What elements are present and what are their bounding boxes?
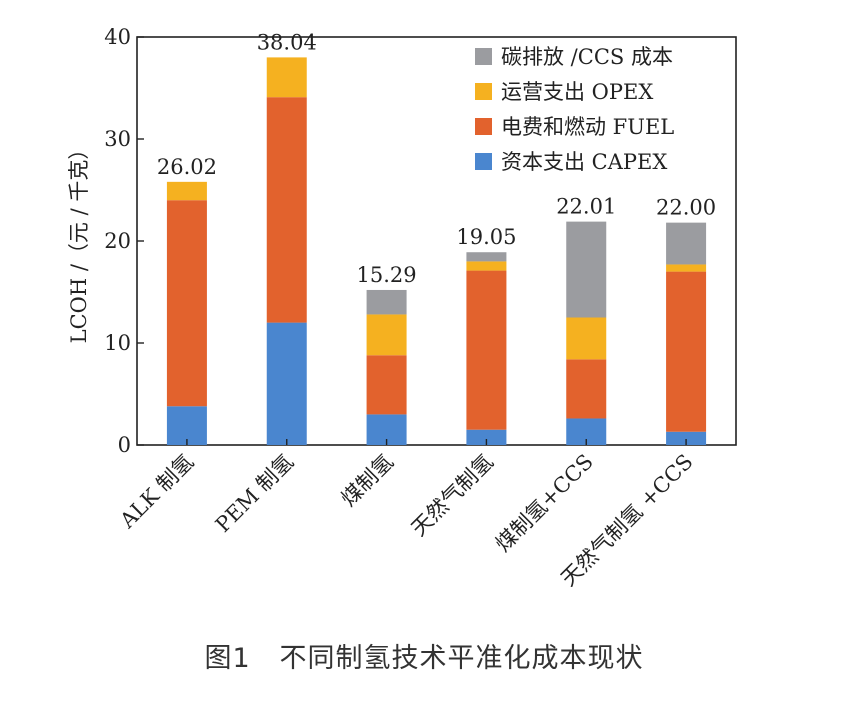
legend-label: 碳排放 /CCS 成本 — [501, 45, 673, 69]
legend-swatch — [475, 153, 492, 170]
bar-segment — [266, 57, 307, 98]
bar-segment — [566, 317, 607, 360]
figure-caption: 图1 不同制氢技术平准化成本现状 — [0, 636, 848, 675]
bar-segment — [566, 359, 607, 419]
bar-segment — [466, 261, 507, 271]
figure-number: 图1 — [204, 643, 251, 674]
bar-segment — [466, 270, 507, 430]
bar-segment — [666, 264, 707, 272]
bar-segment — [366, 314, 407, 356]
bar-segment — [466, 252, 507, 262]
y-tick-label: 30 — [104, 127, 131, 151]
legend-swatch — [475, 83, 492, 100]
bar-segment — [366, 289, 407, 315]
bar-segment — [366, 355, 407, 415]
x-tick-label: PEM 制氢 — [211, 450, 298, 537]
bar-segment — [666, 271, 707, 432]
x-tick-label: 煤制氢 — [337, 450, 399, 512]
bar-segment — [566, 221, 607, 318]
bar-segment — [166, 181, 207, 201]
bar-total-label: 15.29 — [357, 263, 417, 287]
y-tick-label: 40 — [104, 25, 131, 49]
bar-total-label: 19.05 — [456, 225, 516, 249]
x-tick-label: 天然气制氢 — [407, 450, 498, 541]
y-tick-label: 20 — [104, 229, 131, 253]
stacked-bar-chart: 26.02 38.04 15.29 19.05 22.01 22.00 0 10 20 30 40… — [67, 25, 737, 591]
bar-segment — [166, 406, 207, 445]
legend-label: 电费和燃动 FUEL — [501, 115, 674, 139]
bar-segment — [266, 97, 307, 323]
figure-title: 不同制氢技术平准化成本现状 — [279, 643, 644, 674]
legend-label: 运营支出 OPEX — [501, 80, 653, 104]
x-tick-label: 煤制氢+CCS — [491, 450, 598, 557]
legend-swatch — [475, 118, 492, 135]
y-tick-label: 10 — [104, 331, 131, 355]
legend-label: 资本支出 CAPEX — [501, 150, 667, 174]
y-axis-label: LCOH /（元 / 千克） — [67, 139, 91, 344]
bar-segment — [666, 222, 707, 265]
bar-total-label: 22.00 — [656, 196, 716, 220]
bars: 26.02 38.04 15.29 19.05 22.01 22.00 — [157, 30, 716, 445]
bar-total-label: 22.01 — [556, 195, 616, 219]
bar-segment — [666, 431, 707, 445]
x-tick-label: ALK 制氢 — [115, 450, 199, 534]
bar-segment — [266, 322, 307, 445]
bar-segment — [466, 429, 507, 445]
bar-segment — [166, 200, 207, 407]
bar-total-label: 26.02 — [157, 155, 217, 179]
y-tick-label: 0 — [118, 433, 131, 457]
legend-swatch — [475, 48, 492, 65]
bar-total-label: 38.04 — [257, 30, 317, 54]
